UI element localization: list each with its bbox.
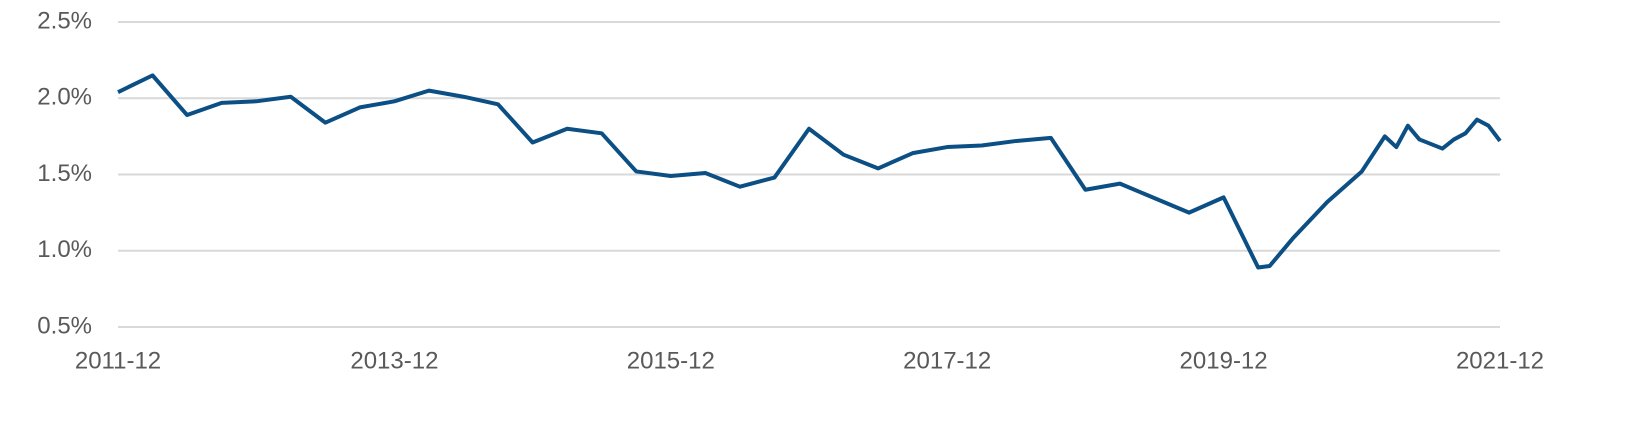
y-tick-label: 0.5% xyxy=(37,312,92,339)
x-tick-label: 2021-12 xyxy=(1456,347,1544,374)
y-tick-label: 2.0% xyxy=(37,84,92,111)
y-tick-label: 2.5% xyxy=(37,7,92,34)
x-tick-label: 2017-12 xyxy=(903,347,991,374)
x-tick-label: 2011-12 xyxy=(75,347,161,374)
x-tick-label: 2019-12 xyxy=(1180,347,1268,374)
x-tick-label: 2013-12 xyxy=(350,347,438,374)
x-tick-label: 2015-12 xyxy=(627,347,715,374)
y-tick-label: 1.5% xyxy=(37,160,92,187)
y-tick-label: 1.0% xyxy=(37,236,92,263)
data-line xyxy=(117,73,1502,270)
